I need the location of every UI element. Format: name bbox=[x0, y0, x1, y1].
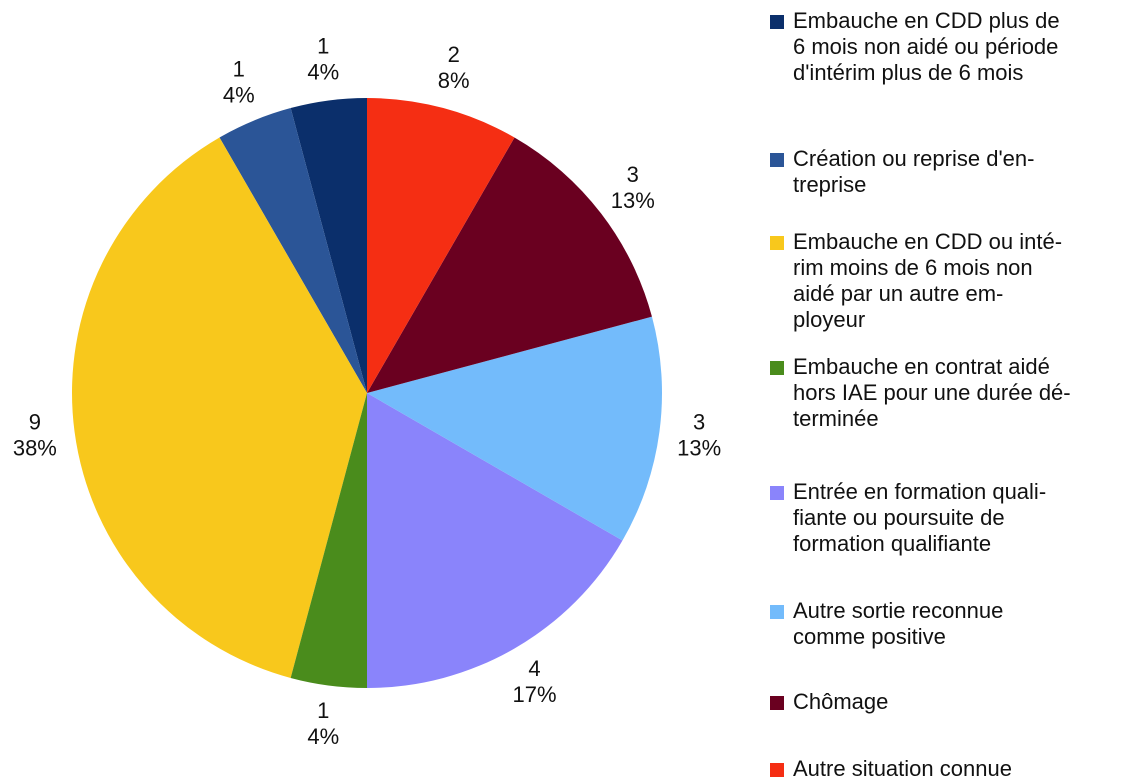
pie-slice bbox=[367, 98, 515, 393]
pie-slice bbox=[219, 108, 367, 393]
slice-value-label: 1 bbox=[317, 698, 329, 723]
slice-value-label: 2 bbox=[448, 42, 460, 67]
legend-label: 6 mois non aidé ou période bbox=[793, 34, 1058, 59]
legend-label: Autre situation connue bbox=[793, 756, 1012, 781]
pie-slice bbox=[367, 137, 652, 393]
slice-value-label: 9 bbox=[29, 410, 41, 435]
slice-percent-label: 4% bbox=[307, 724, 339, 749]
legend-swatch bbox=[770, 236, 784, 250]
slice-percent-label: 4% bbox=[307, 60, 339, 85]
slice-percent-label: 4% bbox=[223, 82, 255, 107]
slice-percent-label: 17% bbox=[512, 682, 556, 707]
legend-label: rim moins de 6 mois non bbox=[793, 255, 1033, 280]
slice-percent-label: 13% bbox=[677, 436, 721, 461]
legend-label: Embauche en CDD plus de bbox=[793, 8, 1060, 33]
legend-label: Embauche en contrat aidé bbox=[793, 354, 1050, 379]
legend-label: comme positive bbox=[793, 624, 946, 649]
legend-label: terminée bbox=[793, 406, 879, 431]
legend-swatch bbox=[770, 361, 784, 375]
legend-swatch bbox=[770, 15, 784, 29]
legend-label: Entrée en formation quali- bbox=[793, 479, 1046, 504]
pie-slice bbox=[367, 316, 662, 541]
legend-label: fiante ou poursuite de bbox=[793, 505, 1005, 530]
legend-label: treprise bbox=[793, 172, 866, 197]
legend-label: Chômage bbox=[793, 689, 888, 714]
pie-slice bbox=[72, 137, 367, 678]
pie-slice bbox=[290, 393, 367, 688]
legend-label: d'intérim plus de 6 mois bbox=[793, 60, 1023, 85]
slice-value-label: 1 bbox=[233, 56, 245, 81]
legend-swatch bbox=[770, 763, 784, 777]
legend-label: Création ou reprise d'en- bbox=[793, 146, 1034, 171]
legend-label: Embauche en CDD ou inté- bbox=[793, 229, 1062, 254]
pie-slice bbox=[290, 98, 367, 393]
pie-slice bbox=[367, 393, 623, 688]
legend-swatch bbox=[770, 605, 784, 619]
legend-swatch bbox=[770, 696, 784, 710]
slice-value-label: 1 bbox=[317, 34, 329, 59]
legend-label: aidé par un autre em- bbox=[793, 281, 1003, 306]
slice-percent-label: 13% bbox=[611, 188, 655, 213]
slice-value-label: 4 bbox=[528, 656, 540, 681]
legend-label: hors IAE pour une durée dé- bbox=[793, 380, 1071, 405]
legend-label: formation qualifiante bbox=[793, 531, 991, 556]
slice-value-label: 3 bbox=[627, 162, 639, 187]
slice-value-label: 3 bbox=[693, 410, 705, 435]
legend-swatch bbox=[770, 486, 784, 500]
legend-label: Autre sortie reconnue bbox=[793, 598, 1003, 623]
legend-label: ployeur bbox=[793, 307, 865, 332]
slice-percent-label: 38% bbox=[13, 436, 57, 461]
slice-percent-label: 8% bbox=[438, 68, 470, 93]
legend-swatch bbox=[770, 153, 784, 167]
